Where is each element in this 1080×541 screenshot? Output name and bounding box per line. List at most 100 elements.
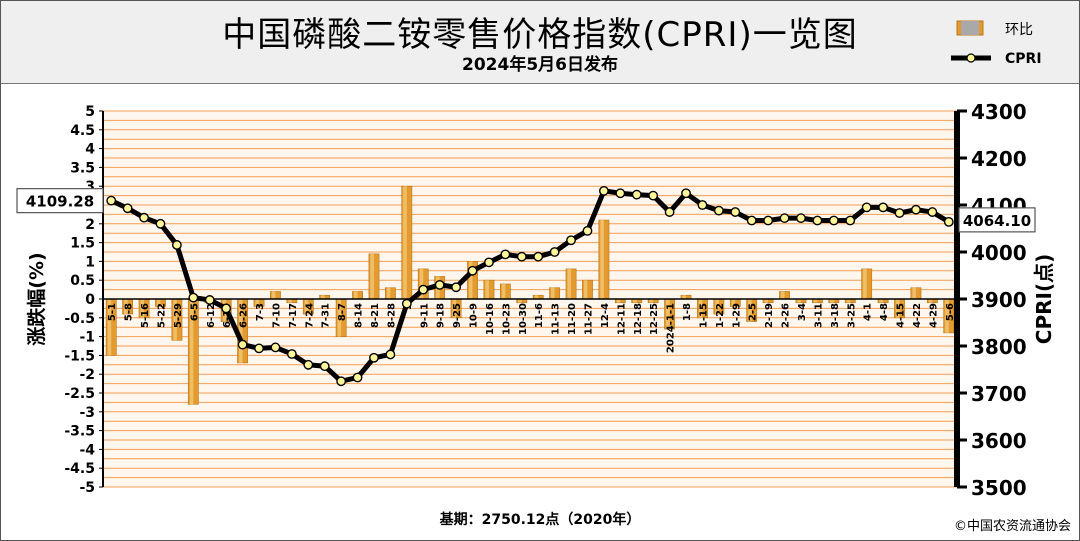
base-note: 基期：2750.12点（2020年） bbox=[439, 512, 641, 528]
cpri-point bbox=[697, 200, 708, 210]
left-axis-label: 涨跌幅(%) bbox=[25, 252, 48, 345]
cpri-point bbox=[927, 207, 938, 217]
bar-highlight bbox=[551, 287, 555, 299]
left-tick-label: -1.5 bbox=[64, 348, 95, 364]
cpri-point bbox=[155, 218, 166, 229]
right-tick-label: 3700 bbox=[971, 382, 1027, 406]
cpri-point bbox=[336, 376, 347, 387]
bar-highlight bbox=[304, 299, 309, 315]
left-tick-label: -3 bbox=[79, 405, 95, 421]
bar-highlight bbox=[140, 299, 145, 318]
category-label: 5-29 bbox=[173, 303, 184, 328]
bar-highlight bbox=[666, 299, 670, 330]
start-callout-box bbox=[16, 188, 104, 214]
cpri-point bbox=[270, 342, 281, 353]
category-label: 8-28 bbox=[386, 303, 397, 328]
category-label: 7-24 bbox=[304, 303, 315, 328]
category-label: 10-30 bbox=[518, 303, 529, 335]
cpri-point bbox=[746, 215, 757, 226]
category-label: 6-5 bbox=[189, 303, 200, 321]
right-tick-label: 4200 bbox=[971, 147, 1027, 171]
left-tick-label: 3 bbox=[85, 179, 95, 195]
left-tick-label: 4 bbox=[85, 142, 95, 158]
bar-highlight bbox=[698, 299, 703, 318]
category-label: 9-25 bbox=[452, 303, 463, 328]
cpri-point bbox=[664, 207, 675, 217]
cpri-point bbox=[943, 216, 954, 227]
cpri-point bbox=[254, 343, 264, 354]
bar-highlight bbox=[337, 299, 342, 337]
left-tick-label: 0 bbox=[85, 292, 95, 308]
cpri-point bbox=[434, 279, 445, 290]
bar-highlight bbox=[879, 299, 884, 303]
bar-highlight bbox=[468, 261, 473, 299]
bar-highlight bbox=[797, 299, 801, 303]
cpri-point bbox=[533, 251, 544, 262]
bar-highlight bbox=[567, 268, 572, 299]
category-label: 11-6 bbox=[534, 303, 545, 328]
cpri-point bbox=[878, 202, 888, 213]
cpri-point bbox=[286, 349, 297, 359]
cpri-point bbox=[894, 208, 905, 218]
bar-highlight bbox=[271, 291, 276, 299]
bar-highlight bbox=[419, 268, 424, 299]
right-tick-label: 4300 bbox=[971, 100, 1027, 124]
category-label: 3-18 bbox=[830, 303, 841, 328]
category-label: 11-20 bbox=[567, 303, 578, 335]
category-label: 10-9 bbox=[469, 303, 480, 328]
cpri-point bbox=[204, 295, 215, 305]
bar-highlight bbox=[485, 280, 489, 299]
category-label: 6-26 bbox=[239, 303, 250, 328]
right-axis-label: CPRI(点) bbox=[1032, 254, 1056, 344]
cpri-point bbox=[418, 284, 429, 295]
left-tick-label: 1.5 bbox=[70, 236, 95, 252]
cpri-point bbox=[516, 251, 527, 262]
left-tick-label: -2.5 bbox=[64, 386, 95, 402]
category-label: 5-22 bbox=[156, 303, 167, 328]
cpri-line bbox=[110, 188, 951, 384]
bar-highlight bbox=[353, 291, 358, 299]
left-tick-label: 1 bbox=[85, 254, 95, 270]
bar-highlight bbox=[124, 299, 128, 315]
category-label: 1-22 bbox=[715, 303, 726, 328]
cpri-point bbox=[779, 213, 790, 224]
cpri-point bbox=[796, 213, 806, 224]
bar-highlight bbox=[255, 299, 259, 307]
bar-highlight bbox=[600, 220, 604, 299]
bar-highlight bbox=[616, 299, 621, 303]
right-tick-label: 3900 bbox=[971, 288, 1027, 312]
bar-highlight bbox=[156, 299, 161, 307]
bar-highlight bbox=[928, 299, 933, 303]
left-tick-label: -5 bbox=[79, 480, 95, 496]
category-label: 10-23 bbox=[501, 303, 512, 335]
category-label: 7-31 bbox=[321, 303, 332, 328]
category-label: 4-22 bbox=[912, 303, 923, 328]
category-label: 1-15 bbox=[698, 303, 709, 328]
category-label: 7-3 bbox=[255, 303, 266, 321]
bar-highlight bbox=[518, 299, 522, 303]
cpri-point bbox=[467, 265, 478, 276]
bar-highlight bbox=[748, 299, 752, 322]
bar-highlight bbox=[189, 299, 194, 405]
cpri-point bbox=[352, 372, 363, 383]
category-label: 8-14 bbox=[354, 303, 365, 328]
left-tick-label: -1 bbox=[79, 330, 95, 346]
left-tick-label: 4.5 bbox=[70, 123, 95, 139]
cpri-point bbox=[401, 298, 412, 309]
category-label: 6-12 bbox=[206, 303, 217, 328]
bar-highlight bbox=[846, 299, 851, 303]
category-label: 8-21 bbox=[370, 303, 381, 328]
category-label: 5-16 bbox=[140, 303, 151, 328]
legend-line-label: CPRI bbox=[1005, 51, 1042, 67]
category-label: 4-1 bbox=[863, 303, 874, 321]
bar-highlight bbox=[321, 295, 325, 299]
cpri-point bbox=[730, 207, 741, 217]
legend-line-marker bbox=[966, 53, 976, 63]
cpri-point bbox=[385, 349, 396, 360]
cpri-point bbox=[484, 257, 494, 268]
category-label: 12-11 bbox=[616, 303, 627, 335]
cpri-point bbox=[828, 215, 839, 226]
bar-highlight bbox=[583, 280, 588, 299]
cpri-point bbox=[319, 361, 330, 372]
category-label: 3-4 bbox=[797, 303, 808, 321]
